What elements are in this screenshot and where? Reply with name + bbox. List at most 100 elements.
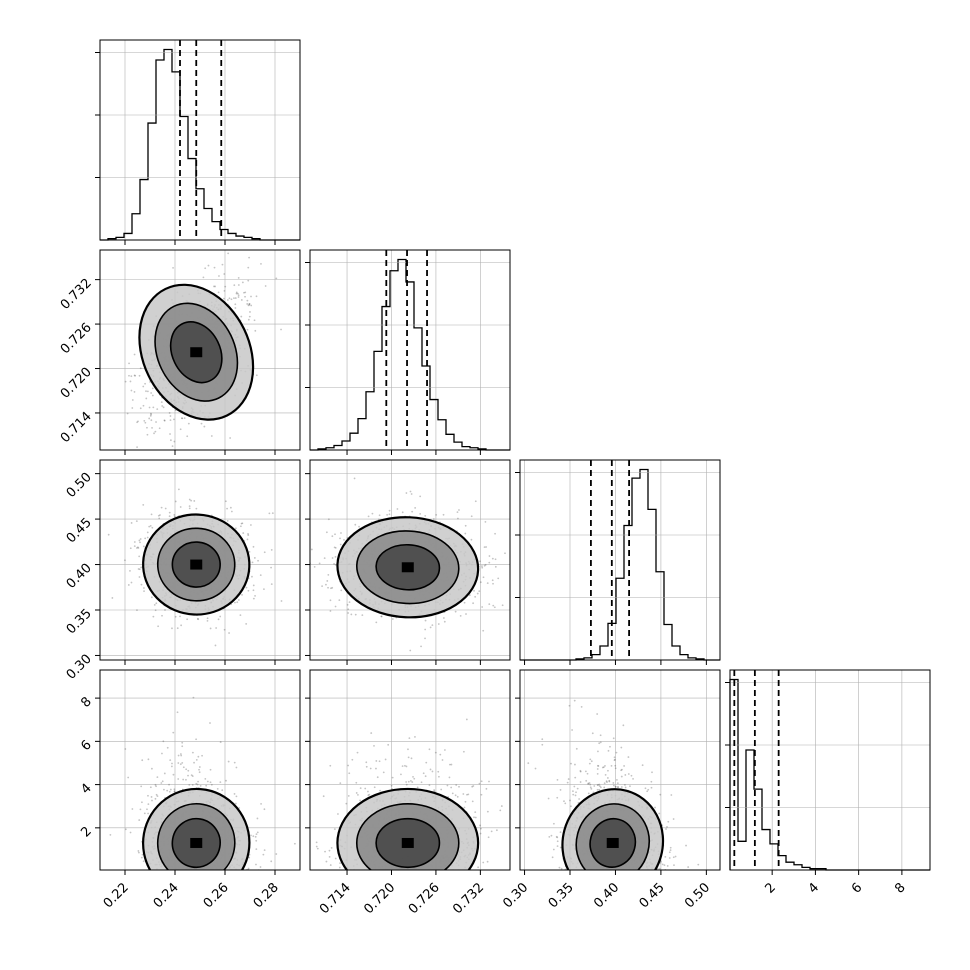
scatter-point xyxy=(247,279,250,282)
scatter-point xyxy=(348,601,351,603)
pair-panel-1-2 xyxy=(310,477,506,652)
scatter-point xyxy=(329,764,332,767)
scatter-point xyxy=(275,853,278,855)
scatter-point xyxy=(434,751,437,754)
panel-frame xyxy=(99,459,301,661)
scatter-point xyxy=(173,418,175,421)
scatter-point xyxy=(247,589,250,592)
scatter-point xyxy=(145,397,148,400)
scatter-point xyxy=(254,329,257,332)
scatter-point xyxy=(181,761,184,764)
scatter-point xyxy=(419,495,422,498)
scatter-point xyxy=(237,294,240,297)
scatter-point xyxy=(574,763,576,766)
scatter-point xyxy=(210,783,213,786)
scatter-point xyxy=(124,559,126,562)
scatter-point xyxy=(195,782,198,785)
scatter-point xyxy=(458,785,460,788)
scatter-point xyxy=(233,284,236,287)
scatter-point xyxy=(235,292,238,295)
scatter-point xyxy=(240,299,243,301)
scatter-point xyxy=(237,284,240,286)
scatter-point xyxy=(333,562,335,565)
scatter-point xyxy=(334,605,337,608)
scatter-point xyxy=(160,782,163,784)
scatter-point xyxy=(355,792,358,794)
scatter-point xyxy=(411,781,414,783)
scatter-point xyxy=(382,771,385,774)
scatter-point xyxy=(124,380,127,383)
scatter-point xyxy=(450,763,453,766)
scatter-point xyxy=(246,538,249,541)
scatter-point xyxy=(339,782,342,785)
scatter-point xyxy=(620,769,623,772)
scatter-point xyxy=(124,828,127,831)
x-tick-label: 2 xyxy=(763,880,779,896)
scatter-point xyxy=(348,772,351,775)
scatter-point xyxy=(334,555,337,558)
scatter-point xyxy=(589,783,592,786)
scatter-point xyxy=(248,856,251,859)
scatter-point xyxy=(378,760,381,763)
x-tick-label: 0.726 xyxy=(406,880,443,917)
scatter-point xyxy=(252,584,255,587)
scatter-point xyxy=(139,541,141,544)
scatter-point xyxy=(185,768,188,771)
scatter-point xyxy=(470,538,473,541)
scatter-point xyxy=(198,771,201,774)
scatter-point xyxy=(442,513,445,516)
scatter-point xyxy=(373,744,375,747)
scatter-point xyxy=(177,488,180,491)
scatter-point xyxy=(223,297,225,300)
scatter-point xyxy=(355,781,358,784)
y-tick-label: 0.35 xyxy=(64,606,95,637)
scatter-point xyxy=(182,766,185,769)
scatter-point xyxy=(491,557,494,560)
scatter-point xyxy=(236,292,239,295)
scatter-point xyxy=(247,534,250,537)
scatter-point xyxy=(131,407,134,409)
scatter-point xyxy=(198,768,200,771)
scatter-point xyxy=(318,562,321,565)
scatter-point xyxy=(614,767,617,770)
scatter-point xyxy=(148,417,151,420)
scatter-point xyxy=(487,836,490,839)
scatter-point xyxy=(250,524,252,526)
scatter-point xyxy=(146,531,149,534)
scatter-point xyxy=(241,281,244,284)
scatter-point xyxy=(188,783,191,786)
scatter-point xyxy=(339,862,341,865)
scatter-point xyxy=(590,760,593,763)
scatter-point xyxy=(248,303,251,305)
scatter-point xyxy=(130,581,133,584)
scatter-point xyxy=(391,618,394,620)
scatter-point xyxy=(454,610,457,613)
scatter-point xyxy=(129,380,132,383)
scatter-point xyxy=(450,786,453,789)
scatter-point xyxy=(424,628,427,631)
scatter-point xyxy=(321,585,323,588)
scatter-point xyxy=(405,492,408,494)
scatter-point xyxy=(494,532,496,535)
scatter-point xyxy=(143,419,146,422)
scatter-point xyxy=(153,432,155,435)
scatter-point xyxy=(169,759,172,762)
scatter-point xyxy=(131,399,134,401)
scatter-point xyxy=(181,745,184,748)
scatter-point xyxy=(462,750,465,753)
scatter-point xyxy=(204,778,207,780)
scatter-point xyxy=(191,751,194,754)
scatter-point xyxy=(465,613,467,615)
scatter-point xyxy=(187,769,190,772)
scatter-point xyxy=(617,786,619,789)
scatter-point xyxy=(473,816,475,819)
scatter-point xyxy=(235,802,237,805)
panel-frame xyxy=(309,669,511,871)
scatter-point xyxy=(139,407,142,410)
scatter-point xyxy=(328,849,331,852)
scatter-point xyxy=(446,784,449,787)
scatter-point xyxy=(206,617,209,620)
scatter-point xyxy=(139,367,142,370)
scatter-point xyxy=(559,831,562,833)
